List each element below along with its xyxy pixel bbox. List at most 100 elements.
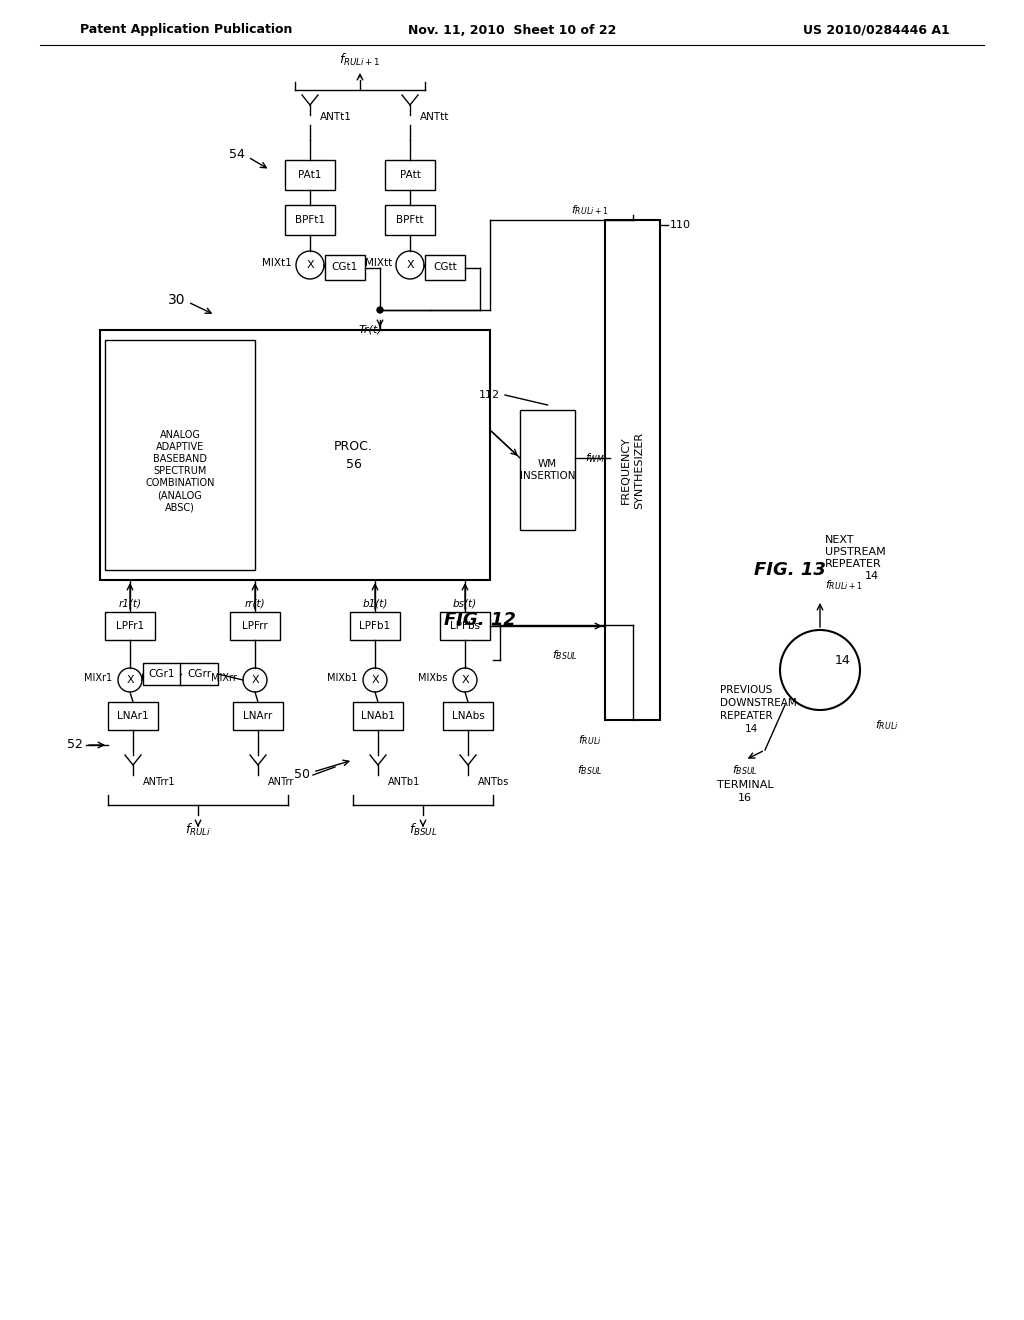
Circle shape — [396, 251, 424, 279]
Text: 50: 50 — [294, 768, 310, 781]
FancyBboxPatch shape — [230, 612, 280, 640]
Text: BASEBAND: BASEBAND — [153, 454, 207, 465]
Text: $f_{BSUL}$: $f_{BSUL}$ — [552, 648, 578, 661]
Text: ABSC): ABSC) — [165, 502, 195, 512]
FancyBboxPatch shape — [180, 663, 218, 685]
Text: 52: 52 — [68, 738, 83, 751]
FancyBboxPatch shape — [440, 612, 490, 640]
Text: REPEATER: REPEATER — [720, 711, 773, 721]
Text: DOWNSTREAM: DOWNSTREAM — [720, 698, 797, 708]
Circle shape — [377, 308, 383, 313]
Text: NEXT: NEXT — [825, 535, 854, 545]
Text: BPFtt: BPFtt — [396, 215, 424, 224]
Text: LNAbs: LNAbs — [452, 711, 484, 721]
Text: X: X — [306, 260, 313, 271]
FancyBboxPatch shape — [443, 702, 493, 730]
Text: LPFrr: LPFrr — [242, 620, 268, 631]
Text: 54: 54 — [229, 149, 245, 161]
Text: $f_{WMI}$: $f_{WMI}$ — [585, 451, 607, 465]
Text: COMBINATION: COMBINATION — [145, 478, 215, 488]
FancyBboxPatch shape — [233, 702, 283, 730]
Text: ANTrr1: ANTrr1 — [143, 777, 175, 787]
Text: $f_{RULi}$: $f_{RULi}$ — [579, 733, 602, 747]
Text: LNAb1: LNAb1 — [361, 711, 395, 721]
FancyBboxPatch shape — [385, 205, 435, 235]
Circle shape — [362, 668, 387, 692]
Text: $f_{BSUL}$: $f_{BSUL}$ — [409, 822, 437, 838]
Text: REPEATER: REPEATER — [825, 558, 882, 569]
Text: FIG. 12: FIG. 12 — [444, 611, 516, 630]
Text: X: X — [461, 675, 469, 685]
Text: ANALOG: ANALOG — [160, 430, 201, 440]
Text: MIXb1: MIXb1 — [327, 673, 357, 682]
Text: PROC.
56: PROC. 56 — [334, 440, 373, 470]
Text: MIXbs: MIXbs — [418, 673, 447, 682]
Text: MIXtt: MIXtt — [365, 257, 392, 268]
Text: 14: 14 — [865, 572, 880, 581]
FancyBboxPatch shape — [350, 612, 400, 640]
Text: r1(t): r1(t) — [119, 599, 141, 609]
Text: BPFt1: BPFt1 — [295, 215, 325, 224]
Text: PAtt: PAtt — [399, 170, 421, 180]
Text: ANTbs: ANTbs — [478, 777, 509, 787]
Text: ADAPTIVE: ADAPTIVE — [156, 442, 204, 451]
Text: Nov. 11, 2010  Sheet 10 of 22: Nov. 11, 2010 Sheet 10 of 22 — [408, 24, 616, 37]
Circle shape — [118, 668, 142, 692]
Text: 30: 30 — [168, 293, 185, 308]
Text: LNArr: LNArr — [244, 711, 272, 721]
Text: CGt1: CGt1 — [332, 263, 358, 272]
Text: ANTrr: ANTrr — [268, 777, 294, 787]
Text: ANTb1: ANTb1 — [388, 777, 420, 787]
Text: X: X — [407, 260, 414, 271]
Text: $f_{RULi+1}$: $f_{RULi+1}$ — [825, 578, 862, 591]
Text: Tr(t): Tr(t) — [358, 325, 382, 335]
FancyBboxPatch shape — [100, 330, 490, 579]
Text: (ANALOG: (ANALOG — [158, 490, 203, 500]
Text: rr(t): rr(t) — [245, 599, 265, 609]
FancyBboxPatch shape — [285, 160, 335, 190]
Text: WM
INSERTION: WM INSERTION — [520, 459, 575, 480]
Circle shape — [453, 668, 477, 692]
Text: $f_{RULi+1}$: $f_{RULi+1}$ — [339, 51, 381, 69]
FancyBboxPatch shape — [353, 702, 403, 730]
FancyBboxPatch shape — [325, 255, 365, 280]
Text: PAt1: PAt1 — [298, 170, 322, 180]
Text: SPECTRUM: SPECTRUM — [154, 466, 207, 477]
Text: MIXt1: MIXt1 — [262, 257, 292, 268]
Text: US 2010/0284446 A1: US 2010/0284446 A1 — [803, 24, 950, 37]
Circle shape — [296, 251, 324, 279]
Text: UPSTREAM: UPSTREAM — [825, 546, 886, 557]
FancyBboxPatch shape — [285, 205, 335, 235]
Text: CGr1: CGr1 — [148, 669, 175, 678]
Text: FIG. 13: FIG. 13 — [754, 561, 826, 579]
Text: FREQUENCY
SYNTHESIZER: FREQUENCY SYNTHESIZER — [621, 432, 644, 508]
Text: $f_{RULi}$: $f_{RULi}$ — [185, 822, 211, 838]
Text: 14: 14 — [745, 723, 758, 734]
Text: LPFr1: LPFr1 — [116, 620, 144, 631]
Text: 14: 14 — [835, 653, 851, 667]
Text: LPFb1: LPFb1 — [359, 620, 390, 631]
Text: 110: 110 — [670, 220, 691, 230]
Text: 112: 112 — [479, 389, 500, 400]
Text: CGtt: CGtt — [433, 263, 457, 272]
FancyBboxPatch shape — [425, 255, 465, 280]
Text: $f_{RULi}$: $f_{RULi}$ — [874, 718, 898, 731]
FancyBboxPatch shape — [108, 702, 158, 730]
Text: TERMINAL: TERMINAL — [717, 780, 773, 789]
Text: bs(t): bs(t) — [453, 599, 477, 609]
Circle shape — [243, 668, 267, 692]
Text: X: X — [371, 675, 379, 685]
Text: Patent Application Publication: Patent Application Publication — [80, 24, 293, 37]
Text: b1(t): b1(t) — [362, 599, 388, 609]
FancyBboxPatch shape — [105, 341, 255, 570]
Text: $f_{BSUL}$: $f_{BSUL}$ — [732, 763, 758, 777]
Text: $f_{BSUL}$: $f_{BSUL}$ — [578, 763, 603, 777]
Text: X: X — [126, 675, 134, 685]
Text: MIXrr: MIXrr — [211, 673, 237, 682]
Text: X: X — [251, 675, 259, 685]
Text: 16: 16 — [738, 793, 752, 803]
Text: PREVIOUS: PREVIOUS — [720, 685, 772, 696]
Text: LNAr1: LNAr1 — [117, 711, 148, 721]
Text: ANTtt: ANTtt — [420, 112, 450, 121]
Text: ANTt1: ANTt1 — [319, 112, 352, 121]
